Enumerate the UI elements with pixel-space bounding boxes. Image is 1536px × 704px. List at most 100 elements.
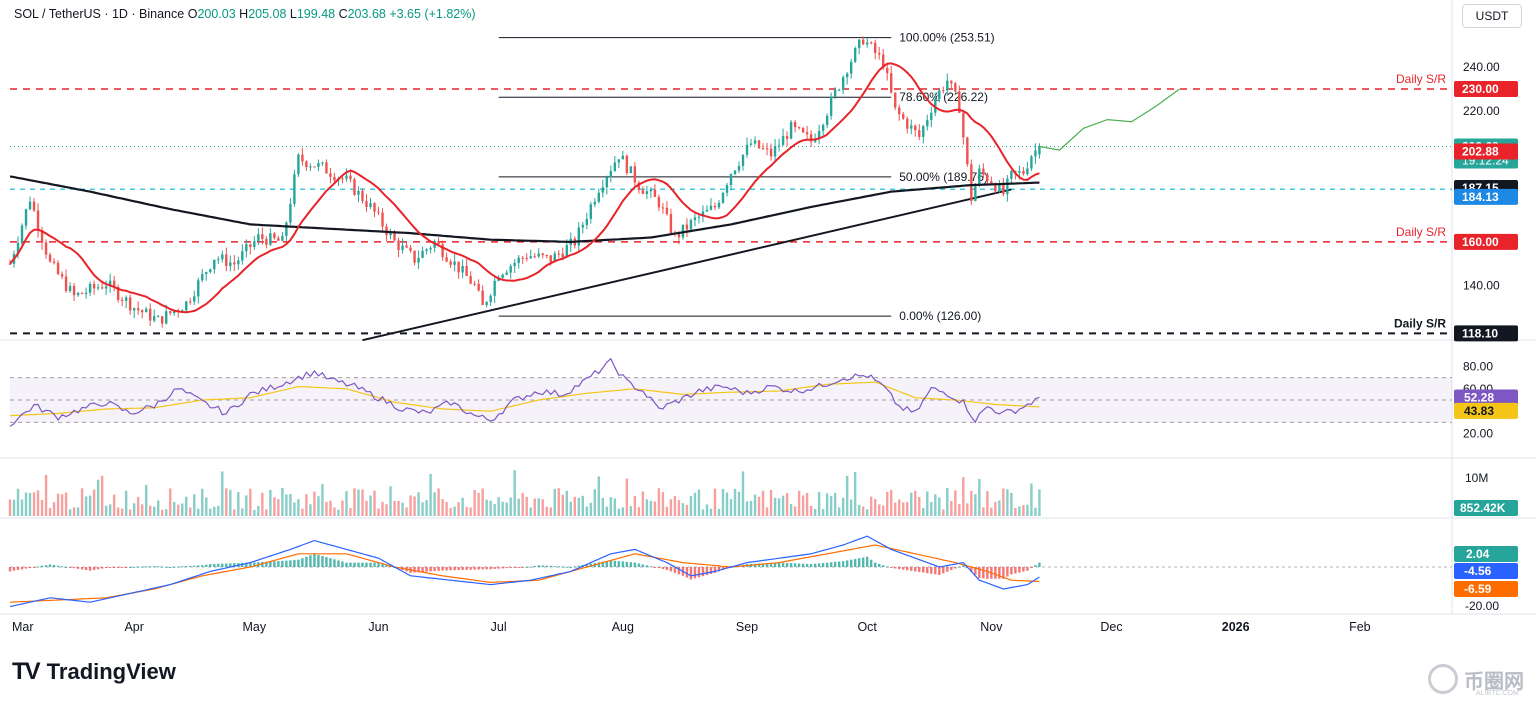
- macd-histogram-bar: [365, 562, 368, 567]
- candle-body: [44, 242, 48, 255]
- volume-bar: [265, 509, 268, 516]
- candle-body: [189, 301, 192, 303]
- level-price-tag: 230.00: [1462, 82, 1499, 96]
- volume-bar: [593, 489, 597, 516]
- candle-body: [397, 240, 400, 251]
- fib-level-label: 0.00% (126.00): [899, 309, 981, 323]
- volume-bar: [713, 488, 717, 516]
- candle-body: [52, 261, 56, 263]
- candle-body: [233, 262, 236, 265]
- currency-selector[interactable]: USDT: [1462, 4, 1522, 28]
- volume-bar: [813, 508, 817, 516]
- macd-histogram-bar: [697, 567, 701, 578]
- volume-bar: [545, 506, 548, 516]
- volume-bar: [717, 508, 721, 516]
- volume-bar: [513, 470, 516, 516]
- macd-histogram-bar: [24, 567, 28, 569]
- candle-body: [245, 244, 248, 252]
- candle-body: [761, 148, 765, 150]
- candle-body: [657, 196, 661, 208]
- candle-body: [942, 90, 945, 92]
- volume-bar: [865, 509, 869, 516]
- macd-histogram-bar: [701, 567, 705, 577]
- macd-histogram-bar: [809, 564, 813, 567]
- volume-bar: [453, 506, 456, 516]
- price-axis-tick: 220.00: [1463, 104, 1500, 118]
- macd-histogram-bar: [557, 566, 560, 568]
- volume-bar: [1026, 504, 1029, 516]
- macd-histogram-bar: [553, 566, 556, 568]
- candle-body: [649, 189, 653, 192]
- price-axis-tick: 240.00: [1463, 60, 1500, 74]
- macd-histogram-bar: [104, 567, 108, 568]
- macd-histogram-bar: [12, 567, 16, 571]
- volume-bar: [974, 494, 977, 516]
- candle-body: [389, 232, 392, 236]
- macd-histogram-bar: [245, 562, 248, 567]
- macd-histogram-bar: [934, 567, 937, 575]
- candle-body: [725, 185, 729, 193]
- candle-body: [465, 265, 468, 276]
- volume-bar: [233, 509, 236, 516]
- volume-tag: 852.42K: [1460, 501, 1506, 515]
- support-resistance-label: Daily S/R: [1396, 72, 1446, 86]
- watermark-subtext: ALIBTC.COM: [1476, 690, 1519, 697]
- volume-bar: [36, 490, 40, 516]
- volume-bar: [413, 496, 416, 516]
- macd-histogram-bar: [601, 561, 605, 567]
- macd-histogram-bar: [429, 567, 432, 572]
- volume-bar: [577, 497, 580, 516]
- candle-body: [128, 297, 132, 311]
- candle-body: [882, 54, 885, 69]
- volume-bar: [793, 506, 797, 516]
- volume-bar: [541, 499, 544, 516]
- volume-bar: [24, 492, 28, 516]
- candle-body: [529, 256, 532, 259]
- macd-histogram-bar: [213, 563, 216, 567]
- macd-histogram-bar: [289, 560, 292, 567]
- candle-body: [441, 244, 444, 258]
- candle-body: [493, 280, 496, 296]
- volume-bar: [505, 502, 508, 516]
- macd-histogram-bar: [152, 566, 156, 568]
- candle-body: [849, 61, 853, 74]
- candle-body: [213, 259, 216, 270]
- volume-bar: [257, 506, 260, 516]
- candle-body: [209, 269, 212, 273]
- macd-histogram-bar: [529, 566, 532, 568]
- rsi-axis-tick: 80.00: [1463, 359, 1493, 373]
- volume-bar: [32, 492, 36, 516]
- macd-histogram-bar: [998, 567, 1001, 579]
- macd-histogram-bar: [124, 567, 128, 568]
- tradingview-logo[interactable]: TV TradingView: [12, 658, 176, 686]
- candle-body: [421, 250, 424, 258]
- volume-bar: [950, 501, 953, 516]
- candle-body: [930, 112, 933, 121]
- candle-body: [1018, 171, 1021, 173]
- volume-bar: [998, 500, 1001, 516]
- candle-body: [373, 203, 376, 212]
- candle-body: [60, 274, 64, 277]
- volume-bar: [165, 509, 168, 516]
- candle-body: [88, 283, 92, 293]
- candle-body: [970, 164, 973, 201]
- macd-histogram-bar: [297, 559, 300, 567]
- volume-bar: [325, 501, 328, 516]
- volume-bar: [821, 509, 825, 516]
- macd-histogram-bar: [585, 564, 589, 567]
- x-axis-label: Jul: [491, 620, 507, 634]
- volume-bar: [357, 489, 360, 516]
- candle-body: [485, 302, 488, 306]
- projection-path: [1039, 88, 1180, 151]
- volume-bar: [465, 506, 468, 516]
- volume-bar: [962, 477, 965, 516]
- candle-body: [297, 154, 300, 175]
- volume-bar: [181, 503, 184, 516]
- macd-histogram-bar: [140, 566, 144, 568]
- candle-body: [789, 121, 793, 139]
- volume-bar: [613, 498, 617, 516]
- volume-bar: [609, 497, 613, 516]
- volume-bar: [857, 504, 861, 516]
- volume-bar: [313, 491, 316, 516]
